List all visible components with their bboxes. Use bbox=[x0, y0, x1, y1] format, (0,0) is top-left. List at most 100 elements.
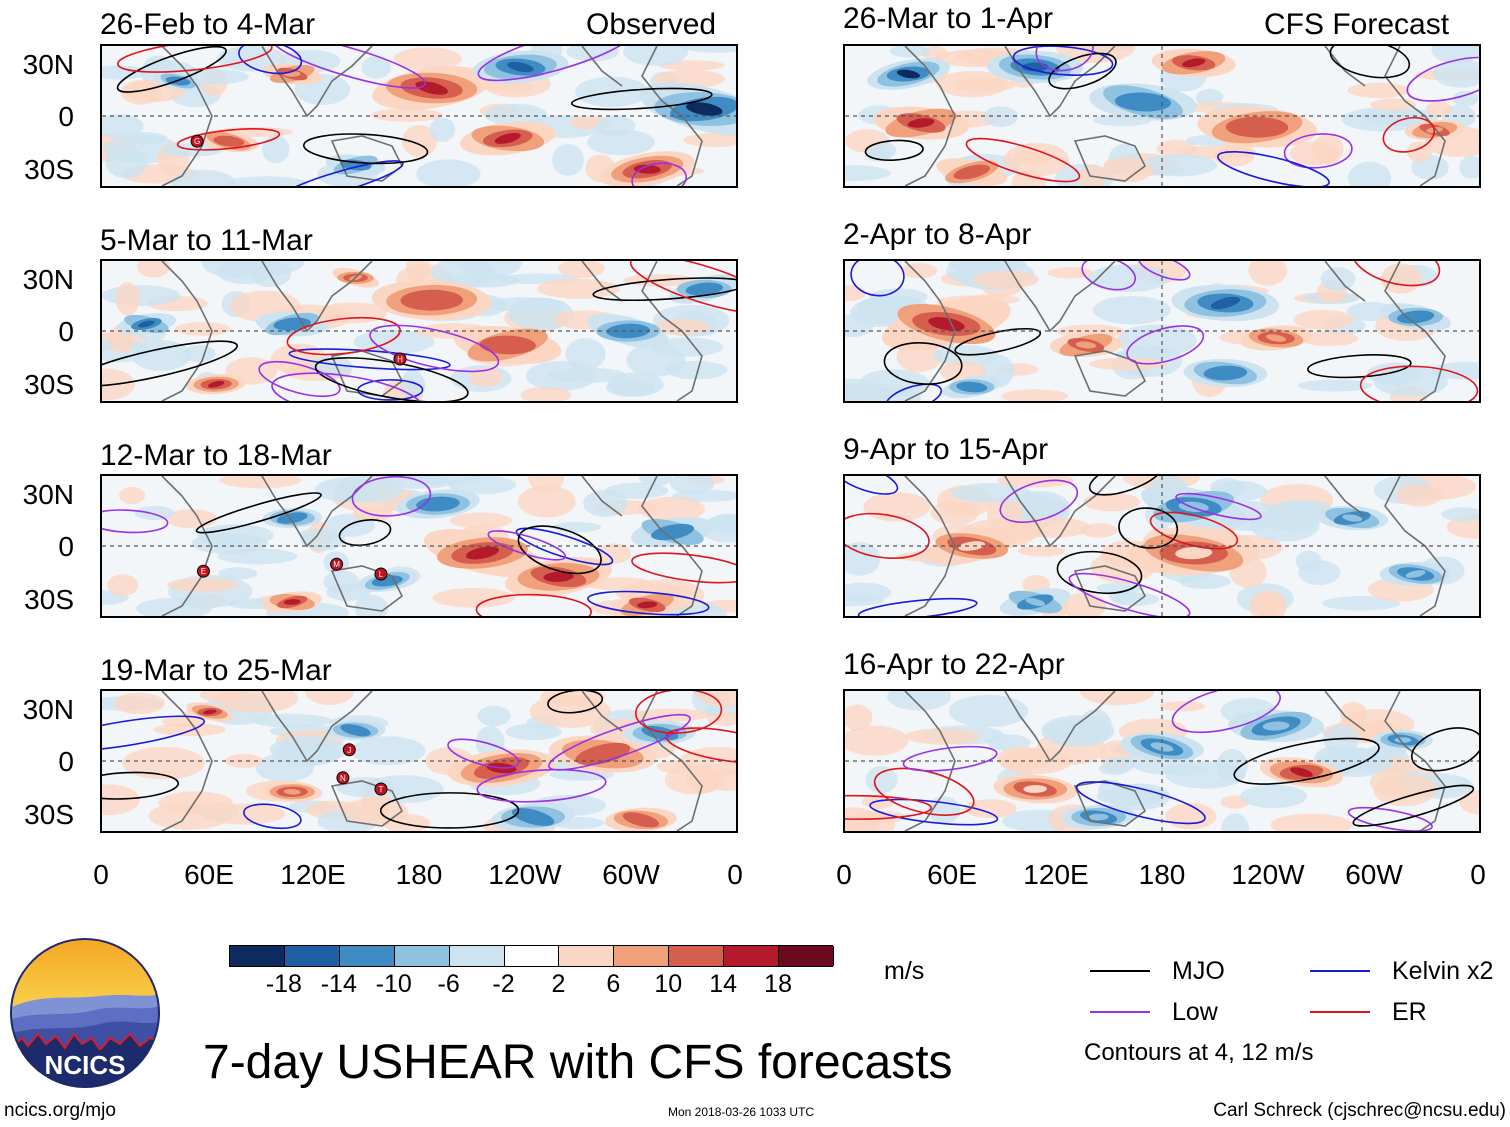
lon-label-0: 0 bbox=[836, 859, 852, 890]
shear-shade bbox=[1001, 389, 1069, 401]
shear-shade bbox=[1080, 691, 1155, 706]
shear-shade bbox=[638, 496, 706, 522]
shear-shade bbox=[1295, 550, 1322, 572]
shear-shade bbox=[1110, 592, 1159, 606]
shear-shade bbox=[1088, 357, 1167, 371]
storm-marker-letter: H bbox=[397, 355, 403, 364]
legend-label-kelvin: Kelvin x2 bbox=[1392, 957, 1494, 985]
shear-anomaly bbox=[415, 81, 449, 95]
shear-shade bbox=[1270, 813, 1353, 831]
shear-shade bbox=[161, 716, 204, 728]
shear-anomaly bbox=[1023, 785, 1047, 793]
coastline bbox=[1004, 261, 1116, 333]
storm-marker: J bbox=[342, 743, 356, 757]
contour-line bbox=[286, 316, 401, 356]
contour-line bbox=[1410, 727, 1479, 772]
storm-marker: E bbox=[196, 564, 210, 578]
map-panel-2: H bbox=[100, 259, 738, 403]
shear-shade bbox=[845, 383, 895, 401]
shear-shade bbox=[196, 524, 274, 547]
coastline bbox=[330, 780, 404, 827]
lat-label-30s: 30S bbox=[24, 799, 74, 830]
contour-line bbox=[631, 552, 736, 584]
shear-shade bbox=[598, 543, 632, 564]
contour-line bbox=[475, 593, 593, 616]
contour-line bbox=[1056, 550, 1143, 595]
shear-shade bbox=[300, 528, 346, 551]
lat-label-30n: 30N bbox=[22, 264, 74, 295]
contour-line bbox=[1075, 781, 1206, 825]
shear-shade bbox=[685, 764, 720, 794]
shear-shade bbox=[431, 261, 496, 288]
coastline bbox=[161, 46, 213, 186]
shear-shade bbox=[1102, 157, 1153, 183]
coastline bbox=[581, 46, 623, 87]
contour-line bbox=[517, 525, 602, 575]
shear-shade bbox=[393, 47, 462, 71]
shear-shade bbox=[350, 736, 426, 766]
contour-line bbox=[1149, 511, 1239, 550]
lon-label-0: 0 bbox=[727, 859, 743, 890]
shear-shade bbox=[1221, 813, 1249, 831]
contour-line bbox=[176, 128, 281, 151]
shear-shade bbox=[936, 70, 1008, 98]
contour-line bbox=[954, 327, 1042, 356]
shear-shade bbox=[1441, 507, 1479, 522]
lon-label-0: 0 bbox=[93, 859, 109, 890]
contour-line bbox=[487, 530, 567, 561]
lon-label-60w: 60W bbox=[1345, 859, 1403, 890]
colorbar-swatch bbox=[504, 946, 560, 966]
coastline bbox=[581, 476, 623, 517]
storm-marker: N bbox=[336, 771, 350, 785]
shear-anomaly bbox=[1088, 813, 1109, 821]
coastline bbox=[1073, 135, 1147, 182]
contour-line bbox=[845, 512, 930, 559]
shear-anomaly bbox=[633, 164, 661, 174]
shear-anomaly bbox=[465, 546, 499, 560]
colorbar-tick-label: -6 bbox=[437, 970, 460, 998]
shear-shade bbox=[520, 386, 572, 401]
storm-marker-letter: L bbox=[379, 570, 384, 579]
contour-line bbox=[1382, 116, 1436, 153]
shear-shade bbox=[402, 124, 438, 158]
shear-shade bbox=[408, 476, 483, 486]
panel-title-6: 2-Apr to 8-Apr bbox=[843, 218, 1032, 251]
shear-shade bbox=[218, 567, 258, 580]
shear-shade bbox=[845, 165, 892, 182]
contour-line bbox=[845, 794, 933, 820]
colorbar-swatches bbox=[229, 945, 834, 967]
shear-shade bbox=[115, 282, 140, 316]
contour-line bbox=[1217, 150, 1330, 186]
shear-shade bbox=[305, 691, 355, 706]
shear-anomaly bbox=[492, 339, 523, 351]
shear-shade bbox=[1299, 330, 1359, 347]
storm-marker: H bbox=[393, 352, 407, 366]
contour-line bbox=[857, 597, 978, 616]
shear-anomaly bbox=[347, 727, 364, 734]
legend-label-mjo: MJO bbox=[1172, 957, 1225, 985]
colorbar-tick-label: -10 bbox=[375, 970, 412, 998]
contour-line bbox=[1068, 572, 1191, 616]
shear-shade bbox=[845, 284, 866, 302]
map-panel-7 bbox=[843, 474, 1481, 618]
colorbar-unit: m/s bbox=[884, 957, 925, 985]
shear-shade bbox=[681, 46, 736, 53]
shear-shade bbox=[251, 713, 332, 728]
contour-line bbox=[288, 348, 451, 371]
lon-label-120e: 120E bbox=[1023, 859, 1089, 890]
shear-shade bbox=[484, 103, 548, 126]
shear-anomaly bbox=[203, 709, 217, 715]
contour-line bbox=[477, 46, 636, 82]
coastline bbox=[1073, 350, 1147, 397]
shear-shade bbox=[1083, 492, 1141, 512]
shear-anomaly bbox=[1128, 95, 1158, 109]
shear-anomaly bbox=[1405, 313, 1426, 321]
contour-line bbox=[1088, 476, 1165, 496]
shear-shade bbox=[623, 46, 689, 66]
shear-anomaly bbox=[1175, 546, 1213, 560]
shear-shade bbox=[999, 749, 1072, 775]
footer-url[interactable]: ncics.org/mjo bbox=[4, 1100, 116, 1121]
coastline bbox=[1324, 46, 1366, 87]
shear-shade bbox=[1179, 573, 1231, 589]
shear-shade bbox=[370, 108, 443, 122]
